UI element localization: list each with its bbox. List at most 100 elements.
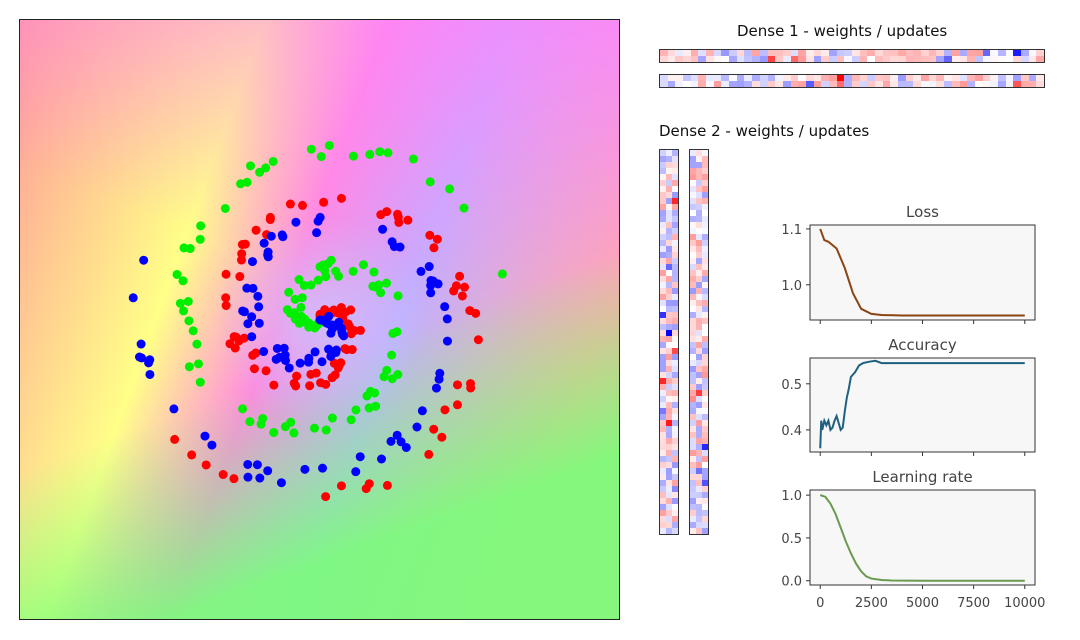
heatmap-cell: [905, 56, 914, 62]
heatmap-cell: [672, 162, 678, 168]
heatmap-cell: [690, 504, 696, 510]
heatmap-cell: [666, 360, 672, 366]
heatmap-cell: [713, 81, 722, 87]
heatmap-cell: [660, 312, 666, 318]
heatmap-cell: [672, 390, 678, 396]
heatmap-cell: [696, 438, 702, 444]
heatmap-cell: [660, 396, 666, 402]
heatmap-cell: [702, 432, 708, 438]
data-point: [238, 306, 248, 316]
heatmap-cell: [690, 276, 696, 282]
data-point: [401, 442, 411, 452]
heatmap-cell: [696, 312, 702, 318]
heatmap-cell: [696, 306, 702, 312]
heatmap-cell: [974, 50, 983, 56]
heatmap-cell: [702, 372, 708, 378]
heatmap-cell: [905, 50, 914, 56]
heatmap-cell: [729, 56, 737, 62]
data-point: [326, 328, 336, 338]
heatmap-cell: [859, 50, 868, 56]
data-point: [442, 314, 452, 324]
heatmap-cell: [867, 75, 876, 81]
heatmap-cell: [690, 444, 696, 450]
heatmap-cell: [702, 414, 708, 420]
heatmap-cell: [844, 81, 852, 87]
heatmap-cell: [706, 56, 714, 62]
data-point: [300, 464, 310, 474]
heatmap-cell: [713, 50, 722, 56]
heatmap-cell: [1005, 75, 1014, 81]
y-tick-label: 1.1: [781, 223, 802, 238]
heatmap-cell: [660, 306, 666, 312]
heatmap-cell: [696, 156, 702, 162]
data-point: [319, 197, 329, 207]
heatmap-cell: [690, 378, 696, 384]
heatmap-cell: [805, 75, 814, 81]
heatmap-cell: [882, 81, 891, 87]
heatmap-cell: [672, 408, 678, 414]
heatmap-cell: [672, 150, 678, 156]
series-line: [819, 228, 1025, 317]
heatmap-cell: [913, 56, 922, 62]
heatmap-cell: [690, 456, 696, 462]
heatmap-cell: [706, 75, 714, 81]
heatmap-cell: [666, 210, 672, 216]
heatmap-cell: [672, 330, 678, 336]
heatmap-cell: [898, 81, 906, 87]
heatmap-cell: [667, 56, 676, 62]
heatmap-cell: [844, 75, 852, 81]
heatmap-cell: [690, 330, 696, 336]
data-point: [236, 255, 246, 265]
heatmap-cell: [702, 294, 708, 300]
data-point: [370, 388, 380, 398]
heatmap-cell: [813, 56, 822, 62]
heatmap-cell: [672, 306, 678, 312]
heatmap-cell: [672, 174, 678, 180]
data-point: [315, 212, 325, 222]
heatmap-cell: [696, 510, 702, 516]
data-point: [321, 425, 331, 435]
data-point: [294, 275, 304, 285]
heatmap-cell: [672, 324, 678, 330]
heatmap-cell: [690, 522, 696, 528]
heatmap-cell: [672, 300, 678, 306]
heatmap-cell: [836, 56, 845, 62]
heatmap-cell: [660, 420, 666, 426]
heatmap-cell: [702, 516, 708, 522]
heatmap-cell: [672, 252, 678, 258]
heatmap-cell: [660, 81, 668, 87]
heatmap-cell: [690, 312, 696, 318]
y-tick-label: 0.0: [781, 575, 802, 590]
data-point: [326, 255, 336, 265]
data-point: [466, 383, 476, 393]
heatmap-cell: [890, 56, 899, 62]
heatmap-cell: [702, 522, 708, 528]
heatmap-cell: [696, 162, 702, 168]
heatmap-cell: [798, 75, 806, 81]
heatmap-cell: [744, 81, 753, 87]
data-point: [195, 377, 205, 387]
heatmap-cell: [805, 50, 814, 56]
heatmap-cell: [936, 50, 945, 56]
data-point: [324, 344, 334, 354]
heatmap-cell: [696, 528, 702, 534]
decision-boundary-plot: [19, 19, 620, 620]
heatmap-cell: [1036, 75, 1044, 81]
heatmap-cell: [702, 384, 708, 390]
data-point: [442, 336, 452, 346]
heatmap-cell: [672, 474, 678, 480]
heatmap-cell: [696, 498, 702, 504]
data-point: [313, 275, 323, 285]
heatmap-cell: [782, 50, 791, 56]
data-point: [403, 215, 413, 225]
heatmap-cell: [798, 56, 806, 62]
heatmap-cell: [690, 210, 696, 216]
heatmap-cell: [821, 81, 829, 87]
data-point: [229, 332, 239, 342]
heatmap-cell: [702, 486, 708, 492]
heatmap-cell: [660, 486, 666, 492]
heatmap-cell: [702, 528, 708, 534]
heatmap-cell: [690, 468, 696, 474]
data-point: [170, 434, 180, 444]
heatmap-cell: [813, 75, 822, 81]
